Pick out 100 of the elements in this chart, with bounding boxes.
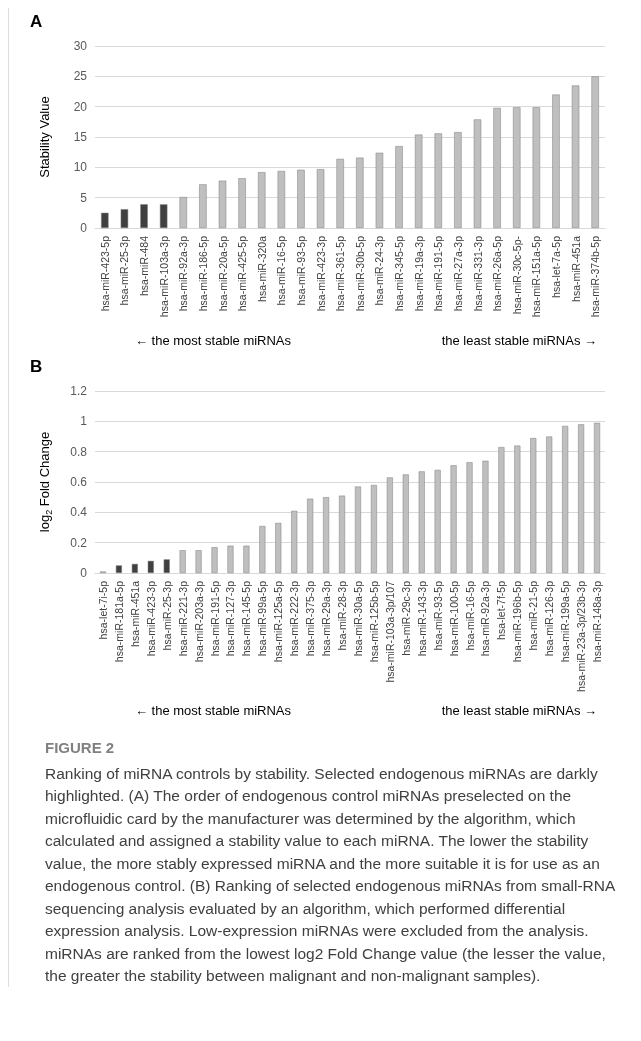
bar <box>562 425 569 573</box>
x-tick-label: hsa-miR-345-5p <box>393 235 406 312</box>
chart-title: A <box>30 12 43 31</box>
x-tick-label: hsa-miR-451a <box>128 580 141 647</box>
bar <box>498 447 505 573</box>
bar <box>238 178 246 228</box>
text: the least stable miRNAs → <box>441 703 598 718</box>
x-tick-label: hsa-let-7f-5p <box>495 580 508 640</box>
bar <box>275 522 282 573</box>
bar <box>386 477 393 573</box>
x-tick-label: hsa-miR-27a-3p <box>451 235 464 312</box>
bar <box>307 498 314 573</box>
x-tick-label: hsa-miR-221-3p <box>176 580 189 657</box>
bar <box>323 497 330 573</box>
y-tick-label: 20 <box>73 99 88 114</box>
chart-title: B <box>30 357 43 376</box>
x-tick-label: hsa-miR-93-5p <box>431 580 444 651</box>
bar <box>115 565 122 573</box>
x-tick-label: hsa-miR-425-5p <box>236 235 249 312</box>
bar <box>179 197 187 228</box>
x-tick-label: hsa-miR-374b-5p <box>589 235 602 318</box>
x-tick-label: hsa-miR-29a-3p <box>320 580 333 657</box>
bar <box>199 184 207 228</box>
bar <box>297 169 305 228</box>
x-tick-label: hsa-miR-127-3p <box>224 580 237 657</box>
text: ← the most stable miRNAs <box>135 703 292 718</box>
bar <box>578 424 585 573</box>
y-tick-label: 0.4 <box>70 505 88 520</box>
x-tick-label: hsa-miR-191-5p <box>208 580 221 657</box>
x-tick-label: hsa-miR-30a-5p <box>351 580 364 657</box>
bar <box>131 563 138 573</box>
bar <box>277 170 286 228</box>
bar <box>591 76 599 228</box>
bar <box>259 525 266 573</box>
bar <box>120 209 129 228</box>
caption: FIGURE 2 <box>45 738 116 758</box>
y-tick-label: 1.2 <box>70 384 88 398</box>
x-tick-label: hsa-miR-484 <box>138 235 151 297</box>
y-tick-label: 10 <box>73 160 88 175</box>
x-tick-label: hsa-miR-93-5p <box>294 235 307 306</box>
bar <box>375 152 384 228</box>
y-tick-label: 0.6 <box>70 475 88 489</box>
bar <box>434 469 441 573</box>
y-tick-label: 1 <box>80 414 88 429</box>
x-tick-label: hsa-miR-92a-3p <box>479 580 492 657</box>
x-tick-label: hsa-miR-151a-5p <box>530 235 543 318</box>
bar <box>159 204 168 228</box>
x-tick-label: hsa-miR-25-3p <box>118 235 131 306</box>
x-tick-label: hsa-miR-143-3p <box>415 580 428 657</box>
bar <box>473 119 482 228</box>
x-tick-label: hsa-miR-203a-3p <box>192 580 205 663</box>
x-tick-label: hsa-miR-103a-3p/107 <box>383 580 396 683</box>
x-tick-label: hsa-miR-222-3p <box>288 580 301 657</box>
bar <box>140 204 148 228</box>
bar <box>418 471 425 573</box>
x-tick-label: hsa-miR-361-5p <box>334 235 347 312</box>
x-tick-label: hsa-miR-24-3p <box>373 235 386 306</box>
x-tick-label: hsa-miR-181a-5p <box>112 580 125 663</box>
y-tick-label: 30 <box>73 39 88 53</box>
y-tick-label: 0 <box>80 566 88 580</box>
x-tick-label: hsa-miR-423-5p <box>98 235 111 312</box>
x-tick-label: hsa-miR-100-5p <box>447 580 460 657</box>
x-tick-label: hsa-miR-451a <box>569 235 582 302</box>
x-tick-label: hsa-miR-16-5p <box>275 235 288 306</box>
bar <box>466 462 473 573</box>
bar <box>291 510 298 573</box>
bar <box>513 107 521 228</box>
bar <box>370 485 377 573</box>
x-tick-label: hsa-miR-423-3p <box>144 580 157 657</box>
bar <box>493 107 501 228</box>
bar <box>552 94 560 228</box>
x-tick-label: hsa-let-7i-5p <box>96 580 109 640</box>
x-tick-label: hsa-miR-125b-5p <box>367 580 380 663</box>
x-tick-label: hsa-miR-423-3p <box>314 235 327 312</box>
bar <box>532 107 541 228</box>
bar <box>316 169 325 228</box>
bar <box>195 550 202 573</box>
bar <box>211 547 218 573</box>
bar <box>243 545 250 573</box>
bar <box>258 172 266 228</box>
x-tick-label: hsa-miR-320a <box>255 235 268 302</box>
bar <box>414 134 423 228</box>
bar <box>594 422 601 573</box>
y-tick-label: 0.2 <box>70 535 88 550</box>
x-tick-label: hsa-let-7a-5p <box>549 235 562 298</box>
bar <box>402 474 409 573</box>
x-tick-label: hsa-miR-375-3p <box>304 580 317 657</box>
x-tick-label: hsa-miR-196b-5p <box>511 580 524 663</box>
bar <box>482 460 489 573</box>
bar <box>354 486 361 573</box>
x-tick-label: hsa-miR-199a-5p <box>559 580 572 663</box>
bar <box>336 158 344 228</box>
x-tick-label: hsa-miR-16-5p <box>463 580 476 651</box>
y-tick-label: 5 <box>80 190 88 205</box>
bar <box>179 550 186 573</box>
x-tick-label: hsa-miR-26a-5p <box>491 235 504 312</box>
text: Ranking of miRNA controls by stability. Selected endogenous miRNAs are darkly highlighted. (A) The order of endogenous control miRNAs preselected on the microfluidic card by the manufacturer was determined by the algorithm, which calculated and assigned a stability value to each miRNA. The lower the stability value, the more stably expressed miRNA and the more suitable it is for use as an endogenous control. (B) Ranking of selected endogenous miRNAs from small-RNA sequencing analysis evaluated by an algorithm, which performed differential expression analysis. Low-expression miRNAs were excluded from the analysis. miRNAs are ranked from the lowest log2 Fold Change value (the lesser the value, the greater the stability between malignant and non-malignant samples). <box>45 764 615 984</box>
bar <box>450 465 457 573</box>
text: ← the most stable miRNAs <box>135 333 292 348</box>
x-tick-label: hsa-miR-126-3p <box>543 580 556 657</box>
